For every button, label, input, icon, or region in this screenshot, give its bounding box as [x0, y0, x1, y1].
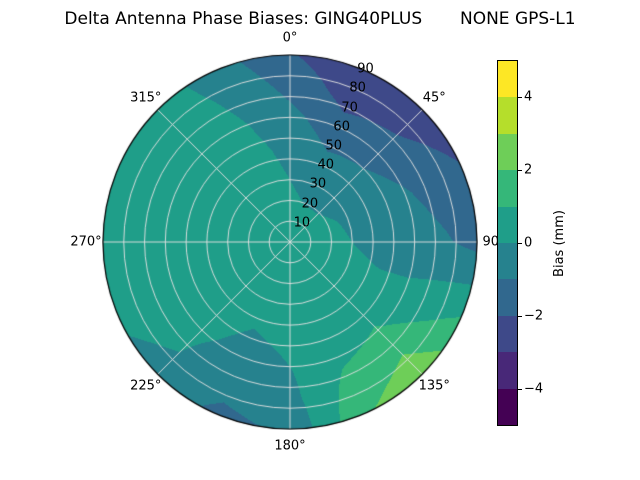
colorbar-tick-mark: [518, 96, 522, 98]
radial-tick-label: 30: [309, 176, 327, 192]
azimuth-tick-label: 225°: [130, 378, 162, 394]
colorbar-tick-label: 4: [524, 89, 533, 105]
colorbar-band: [498, 133, 517, 171]
radial-tick-label: 80: [349, 80, 366, 96]
colorbar-band: [498, 61, 517, 98]
colorbar-band: [498, 352, 517, 389]
radial-tick-label: 90: [357, 61, 374, 77]
radial-tick-label: 60: [333, 119, 350, 135]
azimuth-tick-label: 180°: [274, 438, 306, 454]
colorbar-band: [498, 97, 517, 134]
polar-contour-canvas: [102, 54, 478, 430]
colorbar-tick-label: −2: [524, 308, 544, 324]
azimuth-tick-label: 315°: [130, 90, 162, 106]
radial-tick-label: 50: [325, 138, 343, 154]
colorbar-band: [498, 279, 517, 316]
colorbar: [497, 60, 518, 426]
colorbar-band: [498, 388, 517, 426]
colorbar-tick-mark: [518, 243, 522, 244]
colorbar-label-wrap: Bias (mm): [545, 60, 573, 426]
colorbar-tick-label: 0: [524, 235, 533, 251]
radial-tick-label: 10: [293, 215, 311, 231]
azimuth-tick-label: 0°: [282, 30, 298, 46]
azimuth-tick-label: 45°: [422, 90, 446, 106]
colorbar-band: [498, 243, 517, 280]
colorbar-tick-mark: [518, 316, 522, 318]
radial-tick-label: 40: [317, 157, 335, 173]
azimuth-tick-label: 270°: [70, 234, 102, 250]
radial-tick-label: 20: [301, 196, 319, 212]
colorbar-tick-mark: [518, 169, 522, 171]
colorbar-band: [498, 315, 517, 353]
radial-tick-label: 70: [341, 100, 358, 116]
azimuth-tick-label: 135°: [418, 378, 450, 394]
chart-title: Delta Antenna Phase Biases: GING40PLUS N…: [64, 9, 576, 29]
colorbar-tick-mark: [518, 389, 522, 391]
colorbar-tick-label: 2: [524, 162, 533, 178]
colorbar-tick-label: −4: [524, 381, 544, 397]
colorbar-band: [498, 206, 517, 244]
colorbar-band: [498, 170, 517, 207]
colorbar-label: Bias (mm): [551, 209, 567, 277]
